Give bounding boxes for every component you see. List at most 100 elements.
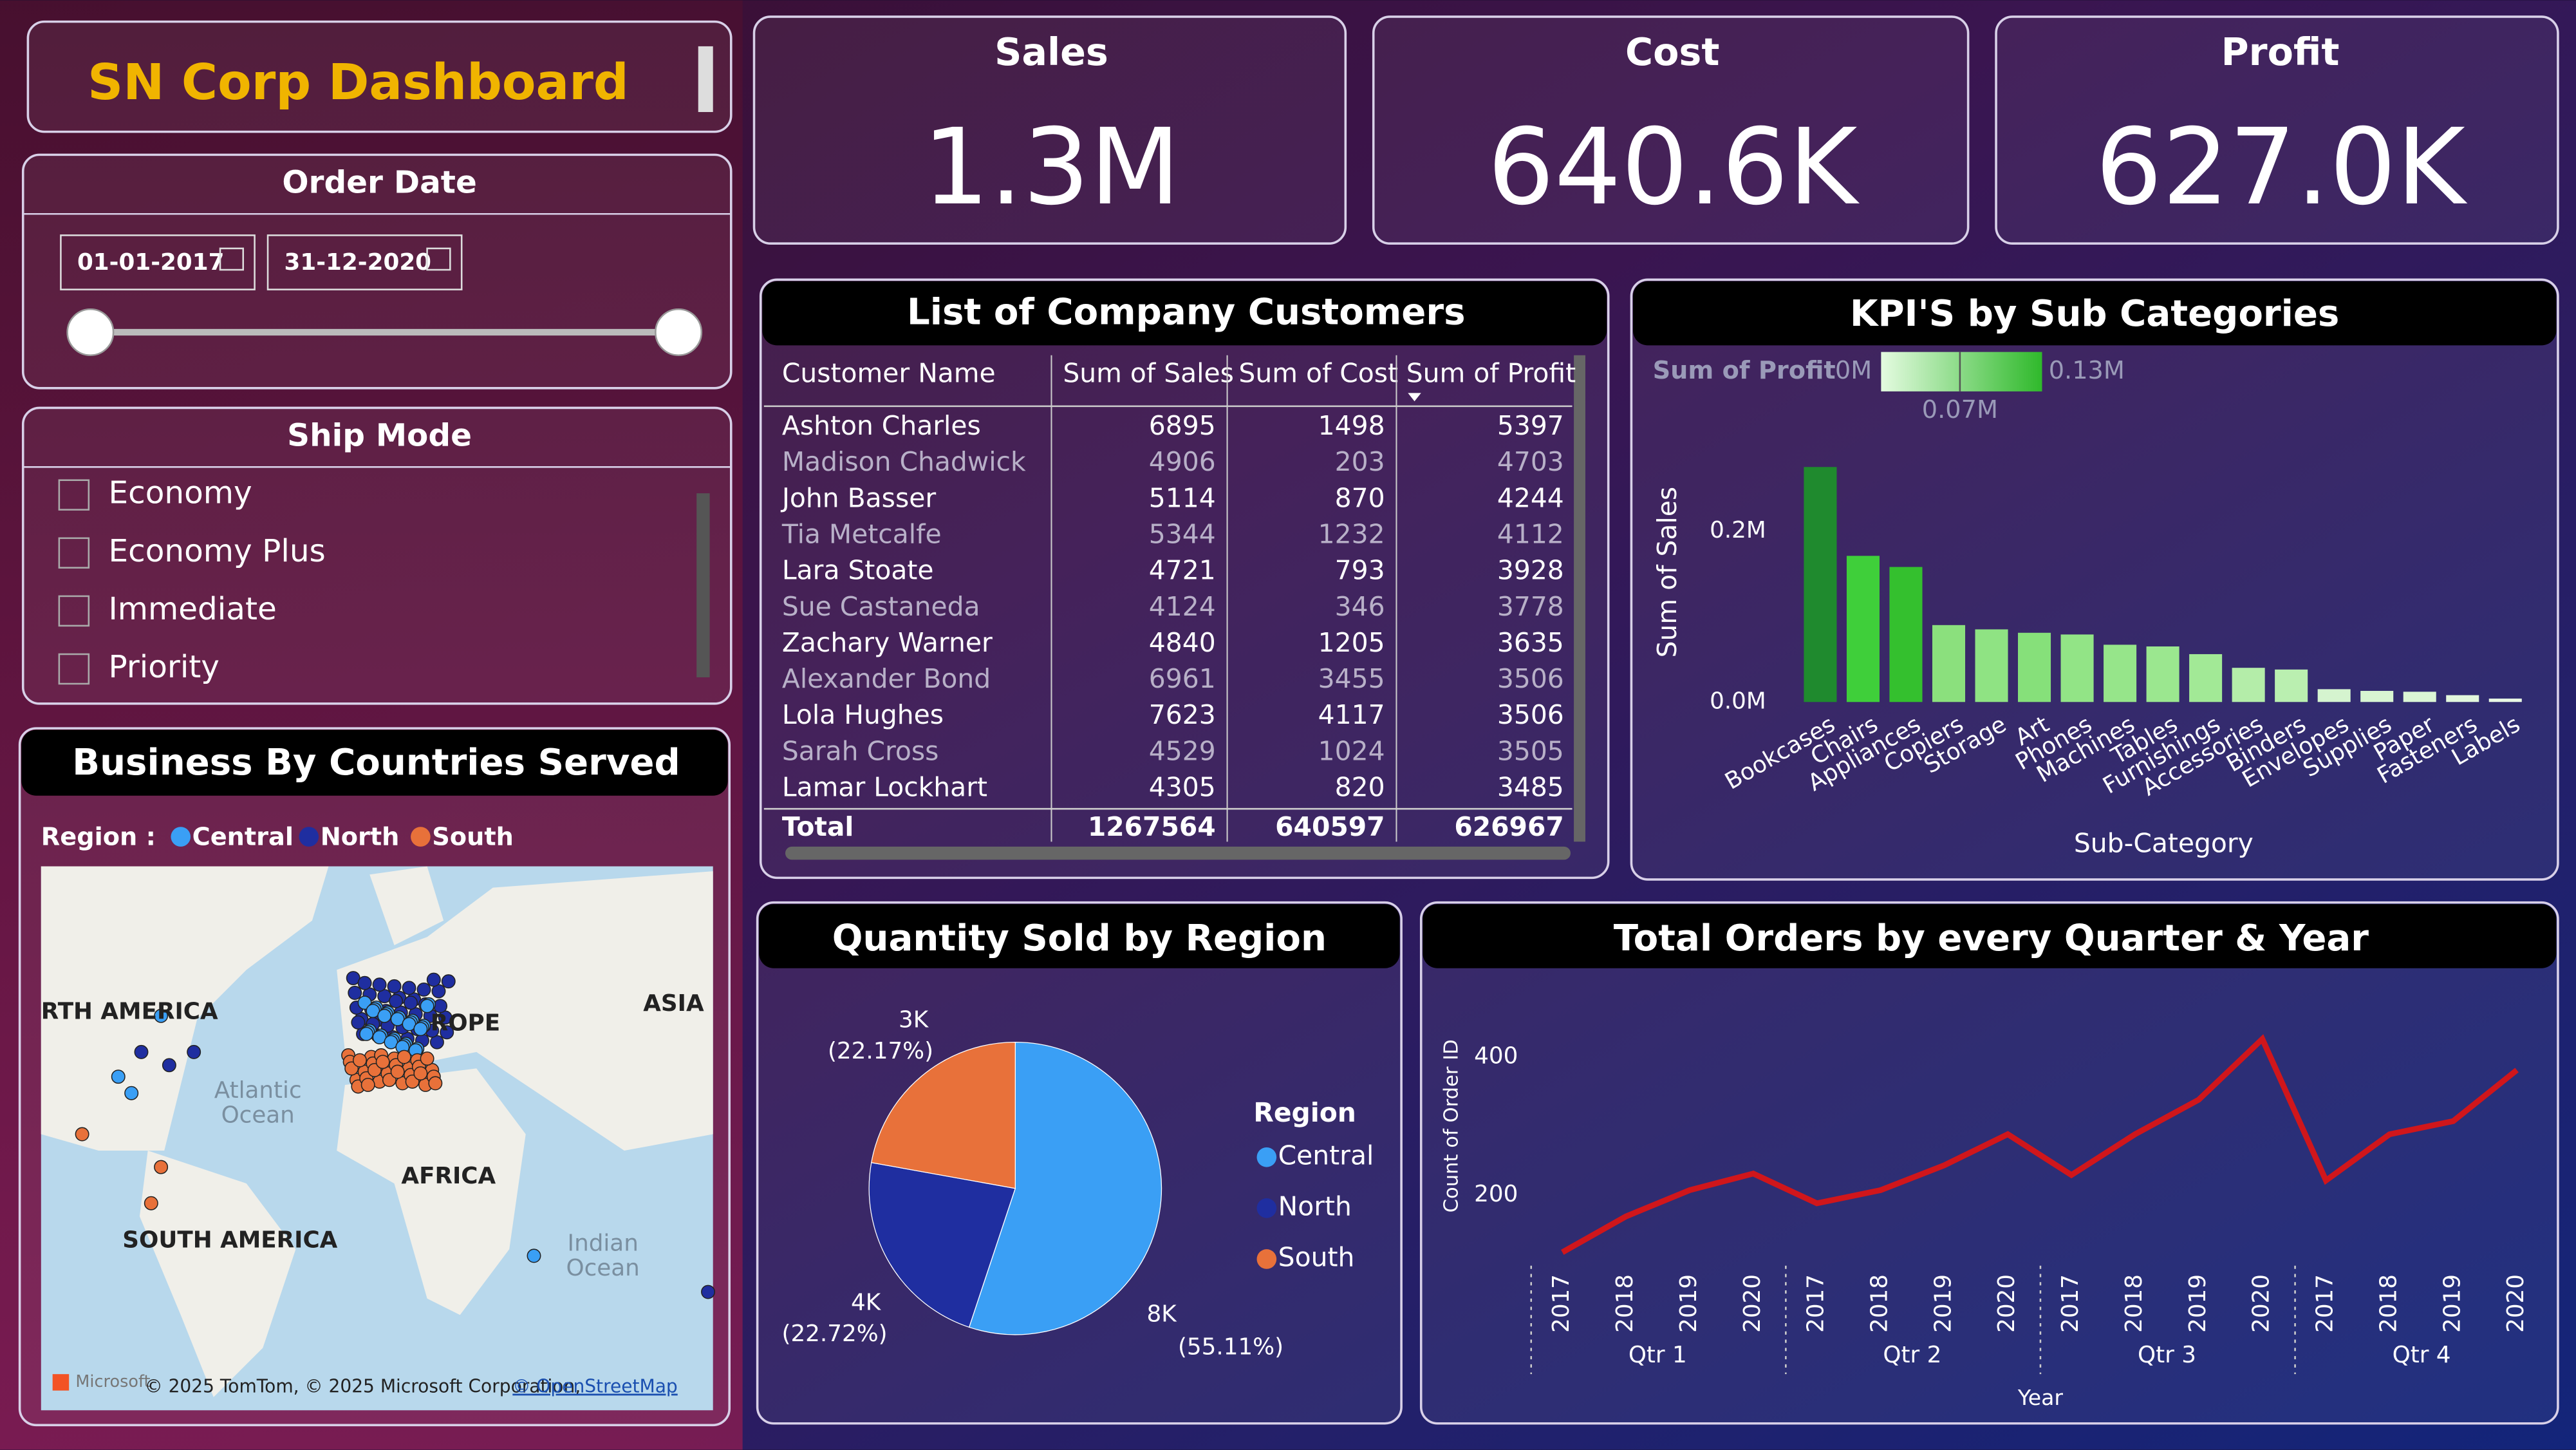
- total-cell: 1267564: [1088, 811, 1216, 842]
- option-label[interactable]: Economy: [108, 475, 252, 511]
- map-point: [440, 1025, 454, 1040]
- cell-number: 3485: [1497, 772, 1564, 803]
- map-point: [390, 1064, 405, 1079]
- y-tick-label: 400: [1474, 1043, 1518, 1069]
- map-title: Business By Countries Served: [72, 742, 680, 784]
- cell-name: Alexander Bond: [782, 663, 991, 694]
- bar: [2146, 646, 2179, 702]
- chart-panel: [1419, 901, 2559, 1425]
- x-axis-title: Year: [2017, 1385, 2064, 1410]
- cell-number: 1232: [1318, 518, 1385, 549]
- date-input[interactable]: [60, 234, 256, 290]
- bar: [1804, 467, 1837, 702]
- total-cell: 626967: [1454, 811, 1563, 842]
- map-point: [187, 1044, 201, 1059]
- bar: [2403, 692, 2436, 702]
- column-header: Sum of Cost: [1238, 357, 1398, 388]
- quantity-label: 4K: [851, 1289, 882, 1315]
- map-point: [441, 974, 456, 989]
- slider-handle[interactable]: [655, 308, 703, 357]
- legend-dot: [1256, 1198, 1277, 1218]
- chart-title: Total Orders by every Quarter & Year: [1614, 918, 2369, 959]
- date-input[interactable]: [266, 234, 463, 290]
- x-tick-label: 2018: [1867, 1274, 1893, 1333]
- scrollbar[interactable]: [785, 846, 1571, 860]
- x-tick-label: 2019: [1675, 1274, 1702, 1333]
- kpi-label: Profit: [2221, 30, 2340, 74]
- cell-number: 3778: [1497, 591, 1564, 622]
- checkbox[interactable]: [58, 595, 90, 627]
- cell-name: Ashton Charles: [782, 410, 981, 441]
- column-header: Sum of Profit: [1406, 357, 1576, 388]
- cell-number: 870: [1335, 482, 1385, 513]
- scrollbar[interactable]: [696, 493, 710, 677]
- checkbox[interactable]: [58, 537, 90, 569]
- place-label: Indian: [568, 1230, 639, 1257]
- option-label[interactable]: Priority: [108, 649, 219, 685]
- cell-number: 1498: [1318, 410, 1385, 441]
- bar: [2060, 634, 2094, 702]
- map-point: [397, 1050, 411, 1064]
- header-panel: [26, 20, 733, 133]
- checkbox[interactable]: [58, 653, 90, 685]
- header-accent: [698, 46, 713, 112]
- map-point: [420, 1051, 434, 1066]
- total-cell: Total: [782, 811, 854, 842]
- cell-number: 1024: [1318, 735, 1385, 766]
- attribution: © 2025 TomTom, © 2025 Microsoft Corporat…: [145, 1376, 581, 1397]
- cell-number: 4721: [1149, 555, 1216, 586]
- cell-number: 3506: [1497, 699, 1564, 730]
- map-point: [389, 993, 404, 1008]
- bar: [2104, 645, 2137, 702]
- map-point: [420, 999, 434, 1013]
- x-tick-label: 2019: [2185, 1274, 2211, 1333]
- map-point: [359, 1026, 374, 1041]
- cell-number: 4305: [1149, 772, 1216, 803]
- option-label[interactable]: Immediate: [108, 591, 276, 627]
- cell-number: 4244: [1497, 482, 1564, 513]
- color-scale-min: 0M: [1835, 356, 1872, 385]
- calendar-icon[interactable]: [426, 247, 451, 271]
- bar: [2488, 698, 2522, 702]
- place-label: Ocean: [221, 1102, 295, 1128]
- group-label: Qtr 1: [1629, 1342, 1687, 1368]
- legend-dot: [411, 827, 431, 847]
- cell-number: 820: [1335, 772, 1385, 803]
- color-scale-max: 0.13M: [2049, 356, 2125, 385]
- title-band: [762, 281, 1607, 346]
- group-label: Qtr 2: [1883, 1342, 1941, 1368]
- legend-label: South: [1278, 1241, 1355, 1272]
- dashboard-title: SN Corp Dashboard: [88, 54, 629, 111]
- cell-number: 7623: [1149, 699, 1216, 730]
- y-axis-title: Count of Order ID: [1441, 1039, 1463, 1212]
- map-point: [111, 1069, 126, 1084]
- cell-number: 1205: [1318, 627, 1385, 658]
- scrollbar[interactable]: [1574, 355, 1585, 842]
- bar: [1846, 556, 1880, 702]
- option-label[interactable]: Economy Plus: [108, 533, 325, 569]
- cell-number: 203: [1335, 446, 1385, 477]
- kpi-value: 627.0K: [2095, 106, 2468, 229]
- bar: [2446, 695, 2479, 702]
- land: [337, 1068, 526, 1315]
- map-point: [416, 982, 431, 997]
- map-point: [375, 1055, 390, 1069]
- map-point: [134, 1044, 149, 1059]
- pie-slice: [968, 1041, 1162, 1335]
- cell-name: Lola Hughes: [782, 699, 944, 730]
- place-label: ROPE: [431, 1010, 500, 1037]
- place-label: AFRICA: [401, 1163, 496, 1189]
- attribution-link[interactable]: © OpenStreetMap: [512, 1376, 677, 1397]
- calendar-icon[interactable]: [219, 247, 245, 271]
- bar: [2275, 669, 2308, 702]
- color-scale-mid-label: 0.07M: [1922, 395, 1998, 424]
- line: [1561, 1034, 2519, 1255]
- checkbox[interactable]: [58, 479, 90, 511]
- map-point: [372, 977, 387, 992]
- cell-number: 6961: [1149, 663, 1216, 694]
- title-band: [21, 730, 728, 796]
- slider-handle[interactable]: [66, 308, 115, 357]
- place-label: RTH AMERICA: [41, 999, 218, 1025]
- cell-name: Zachary Warner: [782, 627, 993, 658]
- pie-slice: [868, 1162, 1016, 1328]
